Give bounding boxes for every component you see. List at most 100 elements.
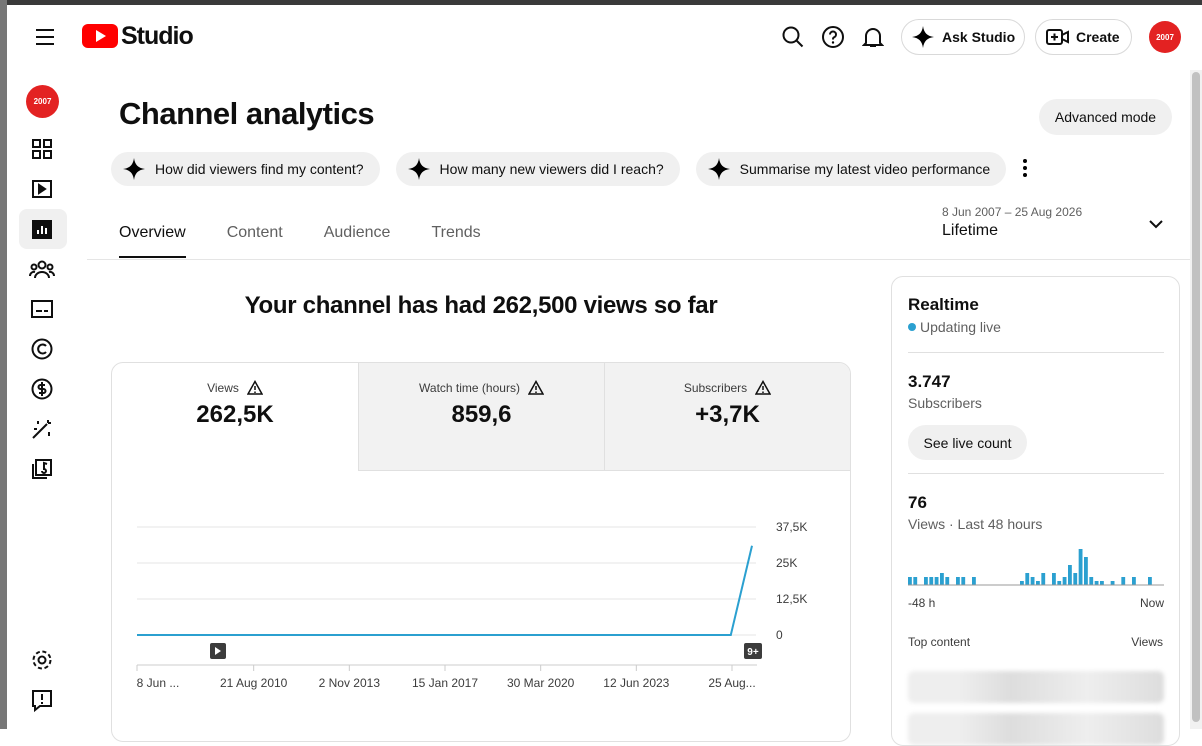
sidebar-icons xyxy=(29,139,55,713)
metric-tab[interactable]: Watch time (hours) 859,6 xyxy=(358,363,604,471)
warning-icon xyxy=(527,380,544,395)
tab[interactable]: Overview xyxy=(119,224,186,258)
sparkle-icon xyxy=(407,158,430,180)
x-tick-label: 30 Mar 2020 xyxy=(507,676,575,690)
x-axis-end: Now xyxy=(1140,596,1164,610)
bar xyxy=(908,577,912,585)
metrics-card: Views 262,5K Watch time (hours) 859,6 Subscr… xyxy=(111,362,851,742)
bar xyxy=(1110,581,1115,585)
settings-icon[interactable] xyxy=(32,650,52,670)
metric-label: Watch time (hours) xyxy=(419,380,520,395)
copyright-icon[interactable] xyxy=(31,338,53,360)
line xyxy=(137,545,753,636)
bar xyxy=(1068,565,1072,585)
subscribers-label: Subscribers xyxy=(908,395,982,411)
feedback-icon[interactable] xyxy=(32,690,52,713)
bar xyxy=(1025,573,1030,585)
bar xyxy=(924,577,928,585)
video-marker-count: 9+ xyxy=(747,647,759,658)
dropdown-icon[interactable] xyxy=(1148,218,1164,230)
divider xyxy=(908,352,1164,353)
bar xyxy=(1036,581,1040,585)
metric-label-row: Watch time (hours) xyxy=(359,380,604,395)
warning-icon xyxy=(755,380,772,395)
window-border xyxy=(0,0,7,729)
bar xyxy=(1078,549,1083,585)
youtube-logo[interactable] xyxy=(82,24,118,48)
earn-icon[interactable] xyxy=(31,378,53,400)
realtime-status: Updating live xyxy=(908,319,1001,335)
divider xyxy=(87,259,1197,260)
metric-label-row: Subscribers xyxy=(605,380,850,395)
bar xyxy=(1148,577,1152,585)
metric-label: Views xyxy=(207,380,239,395)
advanced-mode-button[interactable]: Advanced mode xyxy=(1039,99,1172,135)
date-range: 8 Jun 2007 – 25 Aug 2026 xyxy=(942,205,1083,219)
search-icon[interactable] xyxy=(782,26,804,48)
logo-text[interactable]: Studio xyxy=(121,22,194,50)
menu-icon[interactable] xyxy=(35,28,55,46)
x-tick-label: 12 Jun 2023 xyxy=(603,676,669,690)
ask-studio-label: Ask Studio xyxy=(942,29,1016,45)
metric-value: 262,5K xyxy=(196,401,274,428)
video-marker-icon xyxy=(215,647,221,655)
prompt-chip[interactable]: How many new viewers did I reach? xyxy=(395,152,680,186)
live-dot xyxy=(908,323,916,331)
advanced-mode-label: Advanced mode xyxy=(1054,109,1157,125)
y-tick-label: 25K xyxy=(776,556,797,570)
prompt-chip[interactable]: How did viewers find my content? xyxy=(111,152,380,186)
views-chart: 0 12,5K 25K 37,5K 8 Jun ... 21 Aug 2010 2 Nov … xyxy=(136,520,807,690)
page-title: Channel analytics xyxy=(119,96,375,131)
x-axis-start: -48 h xyxy=(908,596,935,610)
see-live-count-button[interactable]: See live count xyxy=(908,425,1027,460)
prompt-chips: How did viewers find my content? How many… xyxy=(111,152,1007,186)
channel-avatar[interactable]: 2007 xyxy=(26,85,59,118)
analytics-icon[interactable] xyxy=(32,220,52,239)
bar xyxy=(972,577,976,585)
create-icon xyxy=(1046,29,1069,45)
date-range-label[interactable]: Lifetime xyxy=(942,222,999,239)
realtime-card: Realtime Updating live 3.747 Subscribers See… xyxy=(891,276,1180,746)
bar xyxy=(1121,577,1126,585)
sparkle-icon xyxy=(707,158,730,180)
x-tick-label: 21 Aug 2010 xyxy=(220,676,288,690)
tabs: Overview Content Audience Trends xyxy=(119,224,481,258)
bar xyxy=(1062,577,1067,585)
y-tick-label: 37,5K xyxy=(776,520,807,534)
y-tick-label: 0 xyxy=(776,628,783,642)
avatar-text: 2007 xyxy=(33,97,52,106)
bar xyxy=(940,573,944,585)
top-views-label: Views xyxy=(1131,635,1163,649)
ask-studio-button[interactable]: Ask Studio xyxy=(901,19,1025,55)
tab[interactable]: Audience xyxy=(323,224,391,241)
dashboard-icon[interactable] xyxy=(32,139,52,159)
help-icon[interactable] xyxy=(821,25,845,49)
audio-library-icon[interactable] xyxy=(32,459,52,479)
scrollbar xyxy=(1190,70,1202,729)
more-icon[interactable] xyxy=(1019,158,1031,180)
metric-tab[interactable]: Subscribers +3,7K xyxy=(604,363,850,471)
divider xyxy=(908,473,1164,474)
bar xyxy=(961,577,966,585)
tab[interactable]: Content xyxy=(226,224,283,241)
subtitles-icon[interactable] xyxy=(31,300,53,318)
metric-tab[interactable]: Views 262,5K xyxy=(112,363,358,471)
notifications-icon[interactable] xyxy=(862,25,884,49)
bar xyxy=(913,577,918,585)
create-button[interactable]: Create xyxy=(1035,19,1132,55)
customisation-icon[interactable] xyxy=(32,420,51,439)
top-content-label: Top content xyxy=(908,635,971,649)
account-avatar[interactable]: 2007 xyxy=(1149,21,1181,53)
bar xyxy=(1020,581,1024,585)
y-tick-label: 12,5K xyxy=(776,592,807,606)
tab[interactable]: Trends xyxy=(431,224,481,241)
bar xyxy=(1057,581,1062,585)
community-icon[interactable] xyxy=(29,260,55,279)
subscribers-count: 3.747 xyxy=(908,372,951,391)
content-icon[interactable] xyxy=(32,180,52,198)
scrollbar-thumb xyxy=(1192,72,1200,722)
realtime-status-text: Updating live xyxy=(920,319,1001,335)
prompt-chip[interactable]: Summarise my latest video performance xyxy=(695,152,1007,186)
bar xyxy=(945,577,950,585)
